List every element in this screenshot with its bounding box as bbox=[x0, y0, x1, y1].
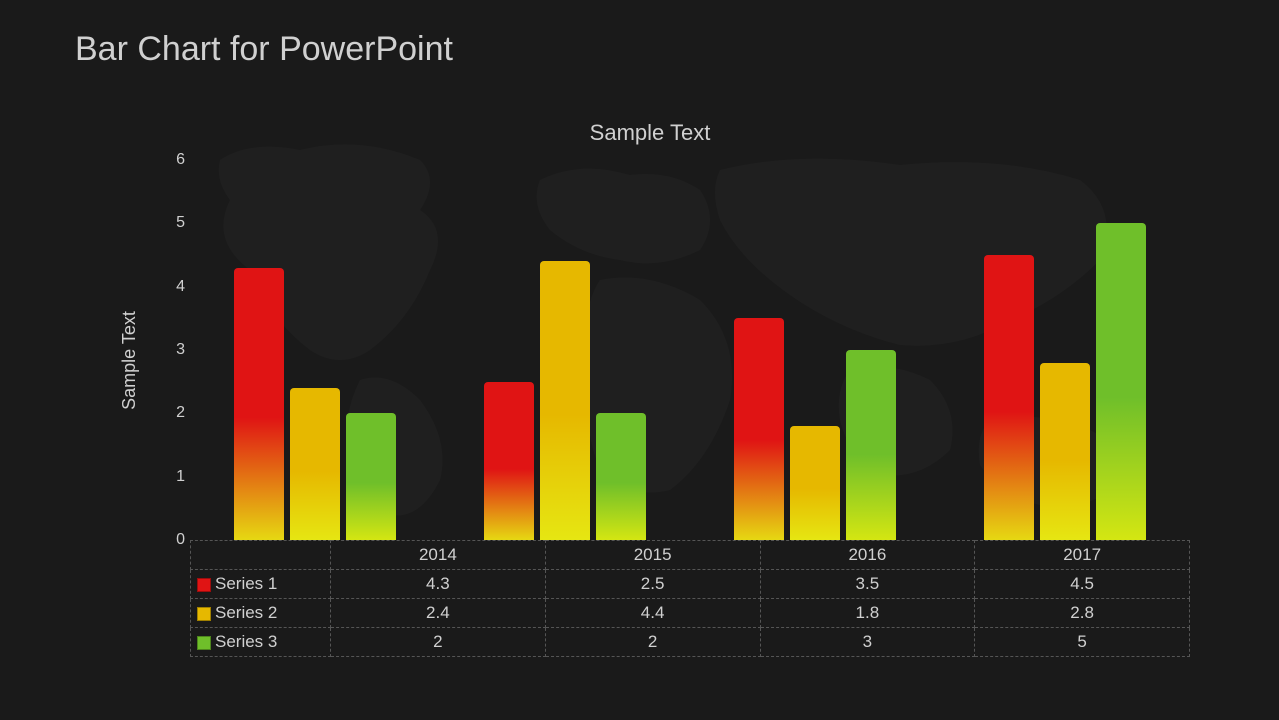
bar-group bbox=[484, 261, 646, 540]
slide-title: Bar Chart for PowerPoint bbox=[75, 30, 453, 69]
plot-area: 0123456 bbox=[190, 160, 1190, 540]
legend-swatch bbox=[197, 636, 211, 650]
series-label-cell: Series 1 bbox=[191, 570, 331, 599]
series-name: Series 2 bbox=[215, 603, 277, 622]
series-name: Series 3 bbox=[215, 632, 277, 651]
data-cell: 3.5 bbox=[760, 570, 975, 599]
chart-title: Sample Text bbox=[100, 120, 1200, 146]
data-table: 2014201520162017 Series 14.32.53.54.5Ser… bbox=[190, 540, 1190, 657]
bar bbox=[790, 426, 840, 540]
data-cell: 3 bbox=[760, 628, 975, 657]
bar bbox=[540, 261, 590, 540]
bar bbox=[984, 255, 1034, 540]
legend-swatch bbox=[197, 607, 211, 621]
table-row: Series 1 4.32.53.54.5 bbox=[191, 570, 1190, 599]
data-cell: 2.4 bbox=[331, 599, 546, 628]
y-tick: 5 bbox=[160, 214, 185, 232]
bar-group bbox=[734, 318, 896, 540]
data-cell: 4.5 bbox=[975, 570, 1190, 599]
series-name: Series 1 bbox=[215, 574, 277, 593]
bar bbox=[846, 350, 896, 540]
bar bbox=[234, 268, 284, 540]
chart-container: Sample Text Sample Text 0123456 20142015… bbox=[100, 120, 1200, 690]
y-axis-label: Sample Text bbox=[119, 311, 140, 410]
data-cell: 4.3 bbox=[331, 570, 546, 599]
series-label-cell: Series 2 bbox=[191, 599, 331, 628]
table-header-row: 2014201520162017 bbox=[191, 541, 1190, 570]
table-row: Series 2 2.44.41.82.8 bbox=[191, 599, 1190, 628]
data-cell: 2 bbox=[331, 628, 546, 657]
bar bbox=[1096, 223, 1146, 540]
table-row: Series 32235 bbox=[191, 628, 1190, 657]
table-col-header: 2015 bbox=[545, 541, 760, 570]
table-col-header: 2017 bbox=[975, 541, 1190, 570]
table-body: Series 1 4.32.53.54.5 Series 2 2.44.41.82.8… bbox=[191, 570, 1190, 657]
data-cell: 2.8 bbox=[975, 599, 1190, 628]
data-cell: 4.4 bbox=[545, 599, 760, 628]
bar bbox=[596, 413, 646, 540]
bar bbox=[484, 382, 534, 540]
y-tick: 6 bbox=[160, 151, 185, 169]
data-cell: 5 bbox=[975, 628, 1190, 657]
data-cell: 1.8 bbox=[760, 599, 975, 628]
bar bbox=[290, 388, 340, 540]
y-tick: 4 bbox=[160, 278, 185, 296]
y-tick: 1 bbox=[160, 468, 185, 486]
data-cell: 2 bbox=[545, 628, 760, 657]
legend-swatch bbox=[197, 578, 211, 592]
table-corner bbox=[191, 541, 331, 570]
bar-group bbox=[234, 268, 396, 540]
series-label-cell: Series 3 bbox=[191, 628, 331, 657]
bar-group bbox=[984, 223, 1146, 540]
bar bbox=[1040, 363, 1090, 540]
data-cell: 2.5 bbox=[545, 570, 760, 599]
bar bbox=[734, 318, 784, 540]
table-col-header: 2016 bbox=[760, 541, 975, 570]
bar bbox=[346, 413, 396, 540]
y-tick: 3 bbox=[160, 341, 185, 359]
table-col-header: 2014 bbox=[331, 541, 546, 570]
bars-container bbox=[190, 160, 1190, 540]
y-tick: 0 bbox=[160, 531, 185, 549]
y-tick: 2 bbox=[160, 404, 185, 422]
